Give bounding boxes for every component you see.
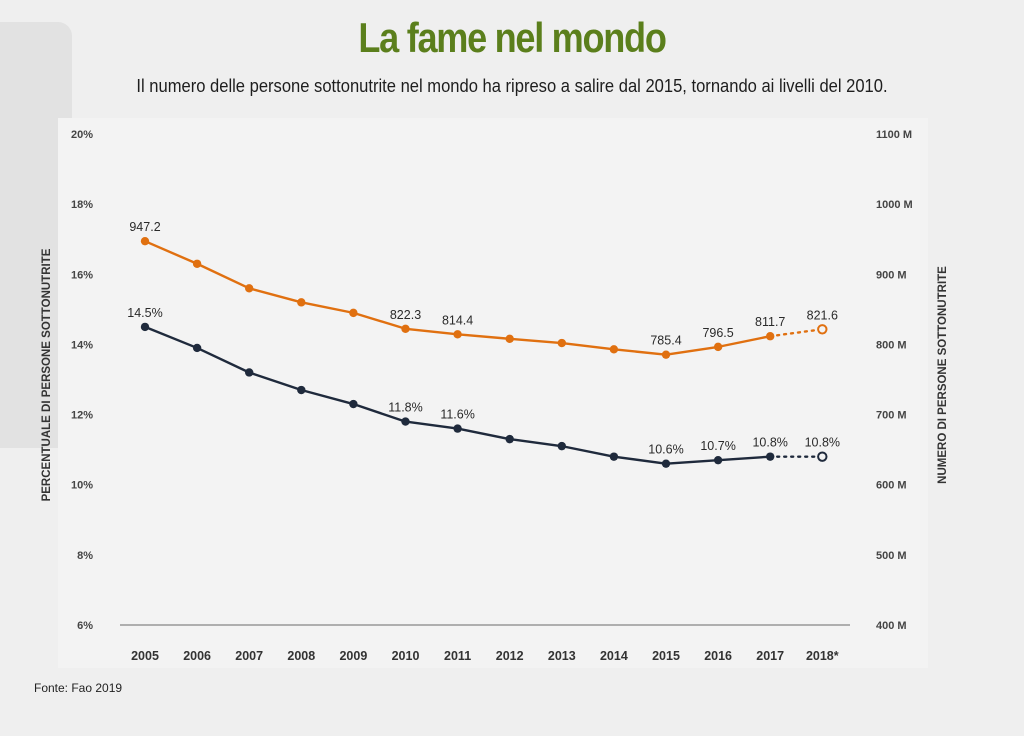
y-left-axis-title: PERCENTUALE DI PERSONE SOTTONUTRITE <box>41 248 53 501</box>
y-right-tick-label: 1000 M <box>876 199 913 211</box>
data-point <box>609 452 619 461</box>
data-label: 10.8% <box>805 436 840 450</box>
data-point <box>401 417 410 426</box>
data-label: 947.2 <box>129 220 160 234</box>
data-point <box>453 330 462 339</box>
data-label: 822.3 <box>390 308 421 322</box>
page-title: La fame nel mondo <box>358 14 666 61</box>
data-label: 821.6 <box>807 308 838 322</box>
data-point <box>557 441 566 451</box>
y-left-tick-label: 14% <box>71 339 93 351</box>
x-tick-label: 2013 <box>548 649 576 663</box>
y-right-tick-label: 1100 M <box>876 129 912 141</box>
data-point <box>192 343 202 353</box>
data-label: 11.8% <box>388 401 423 415</box>
data-point <box>140 322 150 332</box>
y-right-tick-label: 900 M <box>876 269 907 281</box>
chart-panel <box>58 118 928 668</box>
x-tick-label: 2012 <box>496 649 524 663</box>
data-label: 814.4 <box>442 313 473 327</box>
y-right-tick-label: 600 M <box>876 480 907 492</box>
data-point <box>349 399 358 409</box>
x-tick-label: 2016 <box>704 649 732 663</box>
data-point <box>297 385 306 395</box>
data-point <box>713 455 723 465</box>
data-point <box>661 459 671 468</box>
data-point <box>609 345 619 354</box>
data-point <box>140 236 150 246</box>
x-tick-label: 2017 <box>756 649 784 663</box>
x-tick-label: 2005 <box>131 649 159 663</box>
data-point <box>713 342 723 352</box>
x-tick-label: 2009 <box>339 649 367 663</box>
data-point <box>557 338 566 348</box>
x-tick-label: 2007 <box>235 649 263 663</box>
data-point <box>297 298 306 307</box>
y-left-tick-label: 6% <box>77 620 93 632</box>
x-tick-label: 2015 <box>652 649 680 663</box>
x-tick-label: 2018* <box>806 649 839 663</box>
y-right-tick-label: 800 M <box>876 339 907 351</box>
data-label: 811.7 <box>755 315 785 329</box>
data-point <box>192 259 202 268</box>
data-point <box>661 350 671 359</box>
x-tick-label: 2008 <box>287 649 315 663</box>
data-point <box>505 334 514 344</box>
y-right-tick-label: 500 M <box>876 550 907 562</box>
data-point <box>453 424 462 433</box>
data-label: 10.8% <box>752 436 787 450</box>
y-right-tick-label: 400 M <box>876 620 907 632</box>
source-note: Fonte: Fao 2019 <box>34 681 123 695</box>
data-label: 10.7% <box>700 439 735 453</box>
y-right-axis-title: NUMERO DI PERSONE SOTTONUTRITE <box>937 266 949 484</box>
data-label: 11.6% <box>440 408 475 422</box>
y-left-tick-label: 10% <box>71 480 93 492</box>
x-tick-label: 2011 <box>444 649 471 663</box>
data-point <box>245 368 254 377</box>
data-point <box>245 284 254 293</box>
x-tick-label: 2014 <box>600 649 628 663</box>
data-label: 785.4 <box>650 334 681 348</box>
x-tick-label: 2006 <box>183 649 211 663</box>
data-point <box>401 324 410 333</box>
data-point <box>766 452 775 461</box>
data-label: 796.5 <box>702 326 733 340</box>
y-left-tick-label: 18% <box>71 199 93 211</box>
data-point-projected <box>817 451 828 462</box>
y-left-tick-label: 16% <box>71 269 93 281</box>
series-projection-line <box>769 328 824 338</box>
data-point-projected <box>817 324 828 335</box>
data-point <box>505 434 514 444</box>
data-label: 14.5% <box>127 306 162 320</box>
data-point <box>349 308 358 318</box>
x-tick-label: 2010 <box>392 649 420 663</box>
y-left-tick-label: 12% <box>71 410 93 422</box>
data-point <box>766 332 775 341</box>
page-subtitle: Il numero delle persone sottonutrite nel… <box>136 76 888 96</box>
y-left-tick-label: 20% <box>71 129 93 141</box>
y-right-tick-label: 700 M <box>876 410 907 422</box>
y-left-tick-label: 8% <box>77 550 93 562</box>
data-label: 10.6% <box>648 443 683 457</box>
